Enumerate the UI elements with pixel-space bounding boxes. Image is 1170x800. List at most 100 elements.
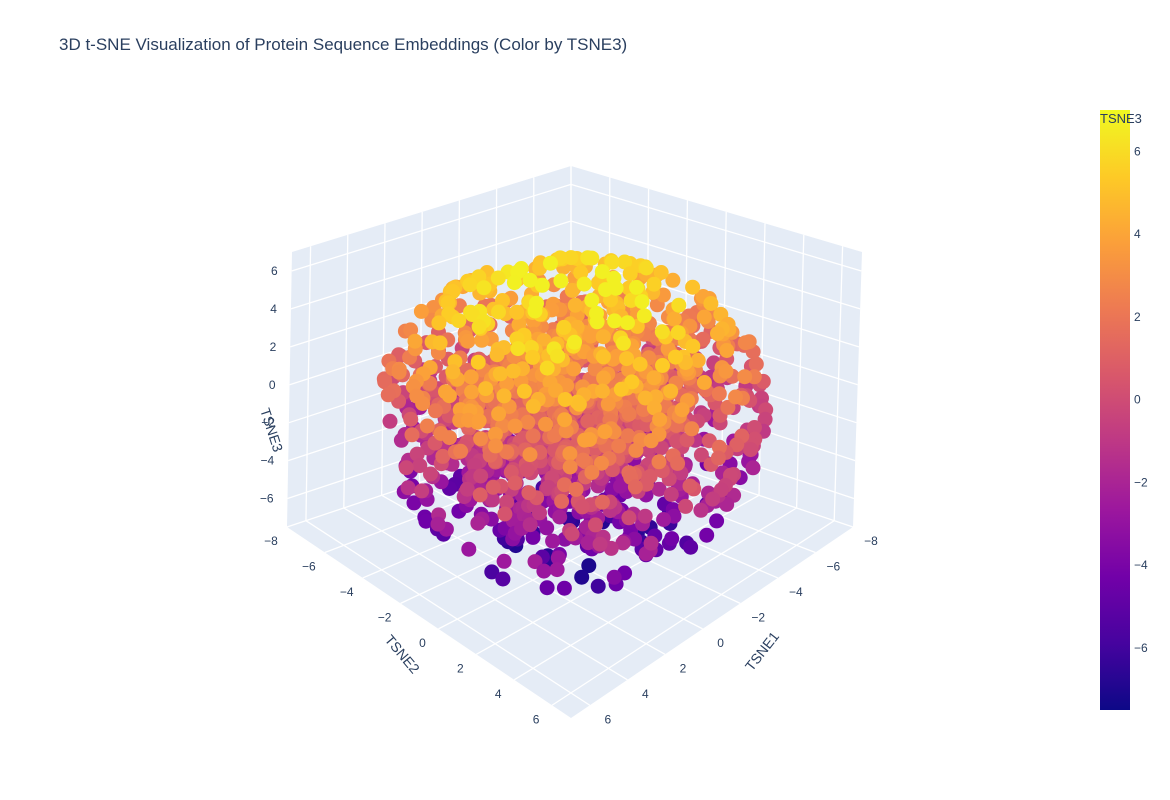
data-point [556,580,572,596]
data-point [489,347,505,363]
data-point [563,250,579,266]
data-point [757,411,773,427]
data-point [463,369,479,385]
wall-gridline [833,246,844,521]
data-point [428,403,443,419]
data-point [400,480,416,496]
data-point [636,308,652,324]
data-point [615,535,631,551]
data-point [567,297,583,313]
data-point [564,526,580,542]
tsne2-tick-label: 4 [495,687,502,701]
data-point [564,282,580,298]
data-point [549,562,565,578]
data-point [607,313,623,329]
data-point [559,378,575,393]
data-point [589,314,605,330]
data-point [380,387,396,403]
data-point [471,413,487,429]
wall-gridline [305,246,312,521]
data-point [441,388,457,404]
data-point [496,388,512,404]
data-point [473,468,489,484]
data-point [406,495,422,511]
data-point [460,333,476,349]
data-point [596,370,612,386]
data-point [666,311,682,327]
data-point [472,487,488,503]
data-point [594,494,610,510]
data-point [670,325,686,341]
data-point [613,478,628,494]
data-point [377,374,393,390]
data-point [491,304,506,320]
data-point [629,279,644,295]
data-point [432,335,448,351]
data-point [499,494,515,510]
data-point [604,254,620,270]
data-point [690,352,706,368]
data-point [556,319,572,335]
data-point [709,513,725,529]
data-point [580,413,596,429]
data-point [506,275,522,291]
tsne1-tick-label: 4 [642,687,649,701]
data-point [576,276,592,292]
data-point [435,448,451,464]
data-point [464,307,480,323]
data-point [711,386,727,402]
colorbar-title: TSNE3 [1100,111,1142,126]
tsne2-tick-label: −6 [302,559,316,573]
data-point [556,477,572,493]
data-point [670,455,686,471]
data-point [445,364,461,380]
data-point [592,536,608,552]
wall-gridline [795,234,805,509]
data-point [637,390,653,406]
data-point [619,351,635,367]
data-point [451,313,467,329]
data-point [574,569,590,585]
data-point [547,428,562,443]
data-point [668,349,683,365]
wall-gridline [570,220,861,310]
wall-gridline [570,183,862,272]
data-point [558,423,574,439]
tsne3-tick-label: 0 [269,378,276,392]
data-point [557,412,573,428]
data-point [527,554,543,570]
data-point [510,341,526,357]
data-point [470,515,486,531]
data-point [478,381,494,397]
wall-gridline [343,234,349,509]
data-point [423,466,438,482]
data-point [491,406,507,422]
tsne2-tick-label: 2 [457,661,464,675]
data-point [412,458,428,474]
3d-scene[interactable]: −8 −6 −4 −2 0 2 4 6 −8 −6 −4 −2 0 2 4 6 −6 −4 −2 0 2 4 6 TSNE1 T… [257,166,878,726]
data-point [442,430,457,446]
data-point [525,529,541,545]
data-point [665,272,681,288]
data-point [550,550,566,566]
tsne2-tick-label: 0 [419,636,426,650]
tsne1-tick-label: −4 [789,585,803,599]
tsne3-tick-label: 4 [270,302,277,316]
data-point [566,361,582,377]
data-point [584,465,600,480]
data-point [507,475,523,491]
data-point [539,360,555,376]
tsne3-tick-label: −6 [260,492,274,506]
data-point [522,272,538,288]
data-point [696,375,712,390]
data-point [539,520,555,536]
data-point [577,432,593,448]
data-point [620,428,636,444]
data-point [499,444,515,460]
colorbar-tick-label: 6 [1134,144,1141,158]
data-point [571,396,587,412]
data-point [710,450,726,466]
colorbar-gradient [1100,110,1130,710]
data-point [737,369,753,385]
